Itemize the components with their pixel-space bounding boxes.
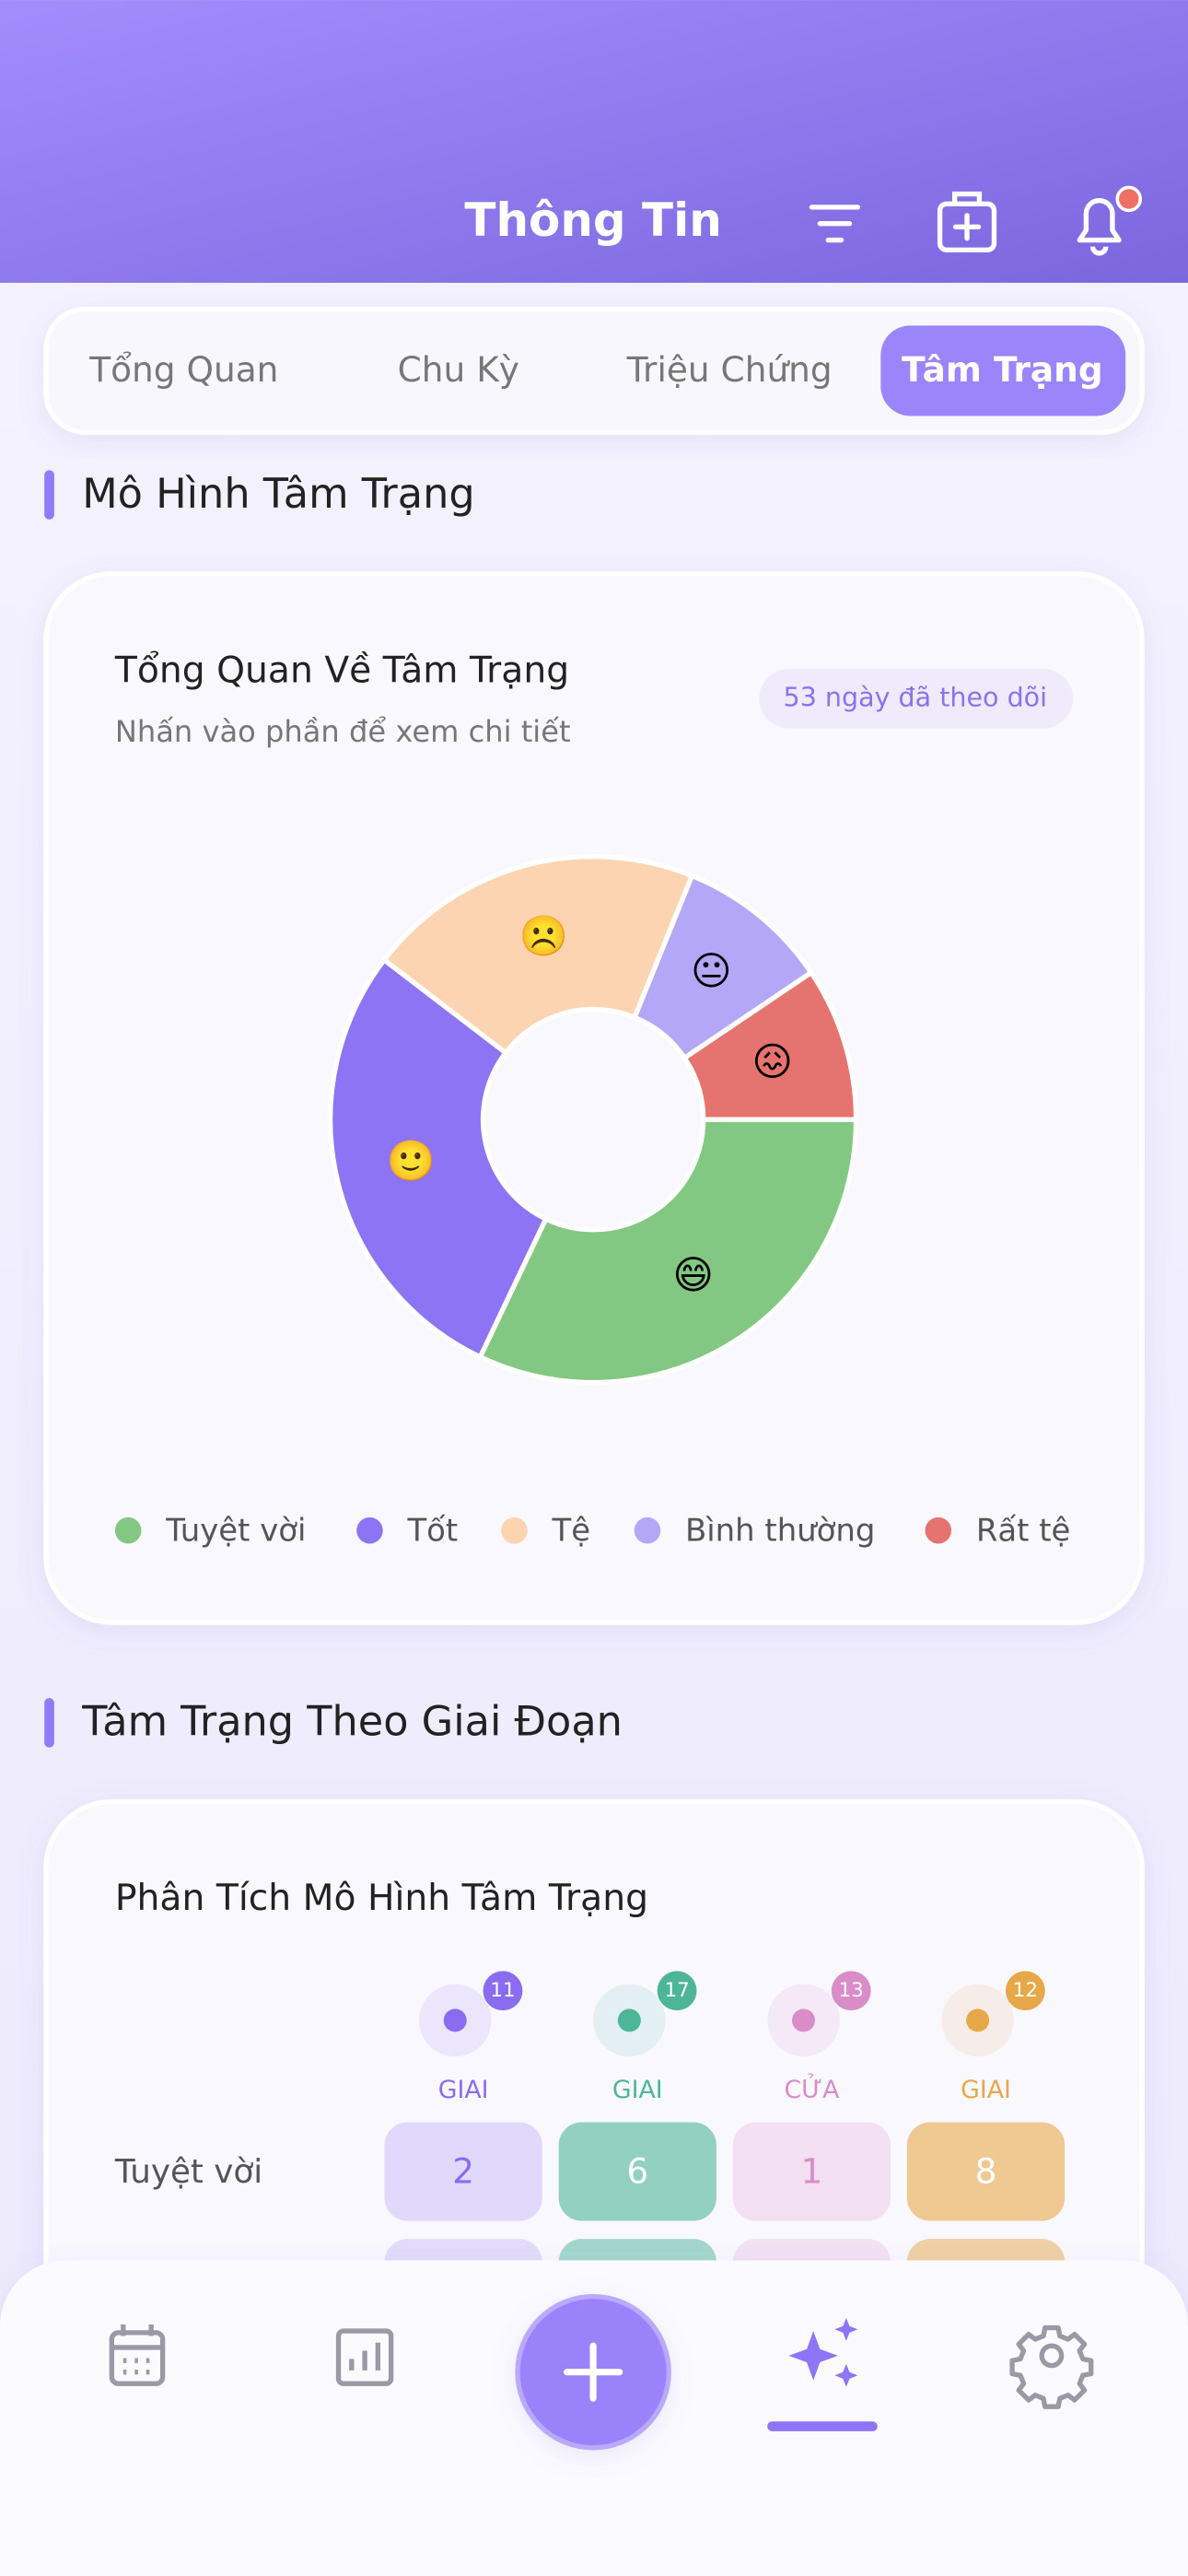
legend-dot <box>634 1516 661 1544</box>
donut-slice[interactable] <box>631 872 815 1062</box>
analysis-title: Phân Tích Mô Hình Tâm Trạng <box>115 1878 648 1919</box>
phase-icon <box>792 2008 815 2032</box>
slice-emoji: 🙂 <box>387 1138 436 1184</box>
donut-slice[interactable] <box>476 1117 859 1386</box>
legend-dot <box>501 1516 528 1544</box>
header-bar <box>0 0 1188 283</box>
insights-icon[interactable] <box>788 2317 858 2387</box>
section-accent <box>44 1698 54 1748</box>
header-title: Thông Tin <box>464 193 721 247</box>
slice-emoji: ☹️ <box>519 913 568 959</box>
donut-slice[interactable] <box>681 968 859 1122</box>
active-tab[interactable] <box>880 325 1126 416</box>
add-icon <box>563 2342 623 2402</box>
stats-icon[interactable] <box>335 2328 394 2386</box>
phase-count: 13 <box>839 1979 864 2002</box>
medical-icon[interactable] <box>937 191 997 252</box>
phase-badge <box>831 1971 871 2011</box>
section-accent <box>44 470 54 520</box>
tab-label[interactable]: Tâm Trạng <box>902 349 1103 390</box>
legend-dot <box>114 1516 142 1544</box>
legend-label: Tuyệt vời <box>165 1512 306 1548</box>
slice-emoji: 😐 <box>691 949 732 995</box>
phase-count: 12 <box>1013 1979 1038 2002</box>
card-subtitle: Nhấn vào phần để xem chi tiết <box>115 714 571 749</box>
row-label: Tuyệt vời <box>114 2153 262 2191</box>
phase-badge <box>483 1971 523 2011</box>
phase-label: CỬA <box>784 2073 840 2104</box>
phase-label: GIAI <box>612 2076 663 2104</box>
table-cell[interactable] <box>906 2122 1066 2221</box>
legend-dot <box>925 1516 952 1544</box>
mood-card <box>43 571 1145 1625</box>
phase-count: 17 <box>664 1979 689 2002</box>
table-cell[interactable] <box>384 2122 542 2221</box>
phase-icon <box>443 2008 467 2032</box>
phase-label: GIAI <box>438 2076 489 2104</box>
tab-label[interactable]: Tổng Quan <box>88 349 278 390</box>
days-badge <box>759 669 1074 729</box>
legend-label: Rất tệ <box>976 1512 1071 1548</box>
phase-badge <box>1005 1971 1045 2011</box>
donut-slice[interactable] <box>328 956 550 1361</box>
section-title: Tâm Trạng Theo Giai Đoạn <box>81 1698 623 1746</box>
cell-value: 8 <box>975 2150 997 2191</box>
bell-icon[interactable] <box>1077 185 1143 256</box>
tab-label[interactable]: Chu Kỳ <box>398 349 519 390</box>
slice-emoji: 😄 <box>672 1253 714 1299</box>
phase-badge <box>657 1971 697 2011</box>
days-badge-text: 53 ngày đã theo dõi <box>784 682 1048 712</box>
phase-icon <box>617 2008 641 2032</box>
filter-icon[interactable] <box>809 205 861 243</box>
card-title: Tổng Quan Về Tâm Trạng <box>114 650 569 691</box>
phase-label: GIAI <box>961 2076 1011 2104</box>
donut-slice[interactable] <box>380 853 695 1057</box>
cell-value: 2 <box>452 2150 474 2191</box>
section-title: Mô Hình Tâm Trạng <box>82 470 474 518</box>
phase-count: 11 <box>490 1979 515 2002</box>
legend-label: Bình thường <box>685 1512 875 1548</box>
legend-label: Tốt <box>406 1512 458 1548</box>
phase-icon <box>966 2008 990 2032</box>
slice-emoji: 😖 <box>751 1039 793 1085</box>
legend-label: Tệ <box>552 1512 591 1548</box>
settings-icon[interactable] <box>1009 2324 1094 2409</box>
bottom-nav <box>0 2260 1188 2576</box>
active-indicator <box>767 2421 878 2431</box>
calendar-icon[interactable] <box>109 2324 166 2386</box>
table-cell[interactable] <box>732 2122 891 2221</box>
tab-bar <box>43 306 1145 435</box>
tab-label[interactable]: Triệu Chứng <box>626 349 833 390</box>
cell-value: 1 <box>800 2150 822 2191</box>
table-cell[interactable] <box>558 2122 716 2221</box>
legend-dot <box>356 1516 383 1544</box>
cell-value: 6 <box>626 2150 648 2191</box>
